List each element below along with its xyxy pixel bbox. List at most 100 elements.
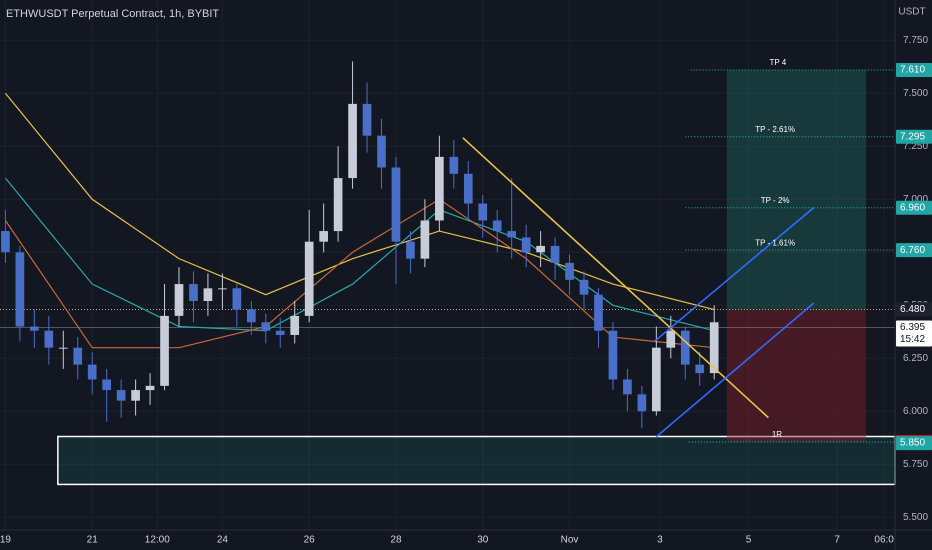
candle-body [406,241,415,259]
y-tick-label: 5.500 [903,512,928,523]
x-tick-label: 26 [304,535,316,546]
candle-body [623,379,632,395]
candle-body [232,288,242,310]
candle-body [261,322,271,331]
candle-body [203,288,213,302]
level-label: TP - 1.61% [755,238,795,247]
candle-body [348,103,357,179]
x-tick-label: 28 [390,535,402,546]
price-badge-label: 5.850 [900,438,925,449]
x-tick-label: 7 [834,535,840,546]
candle-body [449,156,459,174]
moving-average [4,198,715,349]
candle-body [218,288,227,290]
candle-body [160,315,169,386]
candle-body [463,173,473,204]
y-tick-label: 7.750 [903,35,928,46]
stop-zone [726,309,867,443]
candle-body [1,231,10,253]
candle-body [608,330,618,380]
x-tick-label: 21 [87,535,99,546]
price-badge [896,62,932,77]
price-badge-label: 7.610 [900,65,925,76]
candle-body [333,178,343,232]
trendline [655,302,815,438]
candle-body [391,167,401,242]
candle-body [550,245,560,263]
price-badge-label: 6.480 [900,304,925,315]
level-label: TP - 2.61% [755,125,795,134]
target-zone [726,69,867,310]
candle-body [579,279,589,295]
candle-body [15,252,25,327]
x-tick-label: 24 [217,535,229,546]
y-tick-label: 5.750 [903,459,928,470]
candle-body [362,103,372,136]
candle-body [87,364,97,380]
candle-body [377,135,386,168]
level-label: 1R [772,430,782,439]
candle-body [73,347,83,365]
price-badge [896,200,932,215]
candle-body [304,241,314,316]
candle-body [492,220,502,232]
candle-body [275,330,285,335]
candle-body [58,347,68,349]
candle-body [651,347,661,412]
support-zone [57,435,896,486]
candle-body [246,309,256,323]
candle-body [478,203,488,221]
y-tick-label: 7.250 [903,141,928,152]
candle-body [565,262,574,280]
candle-body [507,231,517,238]
axis-unit: USDT [898,7,925,18]
price-badge [896,436,932,451]
y-tick-label: 6.250 [903,353,928,364]
candle-body [30,326,39,331]
candle-body [319,231,328,242]
level-label: TP - 2% [761,196,790,205]
candle-body [680,330,690,365]
y-tick-label: 7.000 [903,194,928,205]
candle-body [290,315,300,335]
candle-body [189,284,198,302]
price-badge-label: 7.295 [900,131,925,142]
trendline [462,137,769,419]
price-badge-label: 6.760 [900,245,925,256]
level-label: TP 4 [769,58,786,67]
candle-body [666,330,676,348]
x-tick-label: Nov [561,535,579,546]
y-tick-label: 6.000 [903,406,928,417]
candle-body [102,379,112,391]
price-badge [896,302,932,317]
candle-body [709,322,719,374]
price-badge [896,243,932,258]
candle-body [116,390,126,401]
candle-body [695,364,705,374]
chart-title: ETHWUSDT Perpetual Contract, 1h, BYBIT [6,8,219,20]
candle-body [521,237,531,253]
price-badge [896,129,932,144]
y-tick-label: 7.500 [903,88,928,99]
candle-body [594,294,603,331]
x-tick-label: 12:00 [145,535,170,546]
candle-body [420,220,430,259]
price-badge-label: 6.960 [900,202,925,213]
countdown-label: 15:42 [900,334,925,345]
x-tick-label: 30 [477,535,489,546]
candle-body [435,156,444,221]
last-price-badge [896,320,932,347]
candle-body [174,284,184,316]
candle-body [536,245,545,253]
trendline [654,207,815,342]
x-tick-label: 3 [657,535,663,546]
x-tick-label: 19 [0,535,11,546]
x-tick-label: 5 [746,535,752,546]
x-tick-label: 06:0 [874,535,894,546]
candle-body [131,390,140,401]
candle-body [44,330,54,348]
candle-body [145,385,155,391]
candle-body [637,394,647,412]
